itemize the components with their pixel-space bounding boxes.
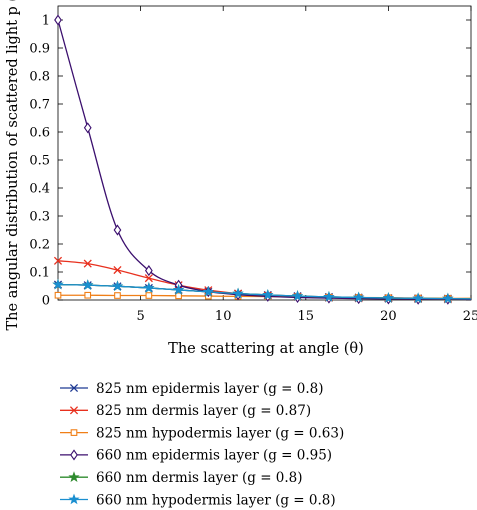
- data-point: [175, 292, 182, 300]
- series-6: [52, 278, 472, 304]
- data-point: [291, 290, 304, 301]
- legend-item: 825 nm epidermis layer (g = 0.8): [60, 381, 323, 397]
- y-tick-label: 0.6: [29, 126, 50, 141]
- x-tick-label: 10: [215, 309, 232, 324]
- data-point: [113, 265, 122, 275]
- y-tick-label: 0.1: [29, 266, 50, 281]
- data-point: [232, 287, 244, 299]
- legend-item: 660 nm hypodermis layer (g = 0.8): [60, 492, 336, 508]
- y-tick-label: 0: [42, 294, 50, 309]
- series-line: [57, 19, 472, 301]
- legend-item: 825 nm dermis layer (g = 0.87): [60, 403, 311, 419]
- data-point: [84, 291, 92, 299]
- data-point: [442, 292, 454, 304]
- data-point: [52, 278, 64, 290]
- y-tick-label: 0.8: [29, 70, 50, 85]
- y-tick-label: 0.9: [29, 42, 50, 57]
- plot-frame: [57, 5, 472, 301]
- data-point: [143, 282, 155, 293]
- legend-marker: [68, 471, 80, 482]
- x-tick-label: 15: [298, 309, 315, 324]
- data-point: [54, 291, 62, 299]
- data-point: [323, 291, 335, 302]
- y-tick-label: 0.5: [29, 154, 50, 169]
- data-point: [111, 280, 124, 292]
- legend-marker: [70, 449, 78, 461]
- data-point: [172, 284, 185, 295]
- legend: 825 nm epidermis layer (g = 0.8) 825 nm d…: [60, 381, 344, 508]
- legend-label: 660 nm dermis layer (g = 0.8): [96, 470, 303, 486]
- data-point: [382, 292, 395, 303]
- legend-marker: [68, 493, 80, 505]
- data-point: [114, 292, 121, 299]
- y-tick-label: 0.2: [29, 238, 50, 253]
- y-axis-label-group: The angular distribution of scattered li…: [5, 0, 21, 330]
- x-tick-label: 25: [463, 309, 477, 324]
- legend-item: 660 nm dermis layer (g = 0.8): [60, 470, 303, 486]
- legend-label: 825 nm dermis layer (g = 0.87): [96, 403, 311, 419]
- y-axis-label: The angular distribution of scattered li…: [5, 0, 21, 330]
- legend-label: 825 nm hypodermis layer (g = 0.63): [96, 425, 344, 441]
- data-point: [83, 259, 92, 268]
- y-tick-label: 1: [42, 14, 50, 29]
- legend-item: 825 nm hypodermis layer (g = 0.63): [60, 425, 344, 441]
- data-point: [144, 274, 153, 283]
- plot-area: 00.10.20.30.40.50.60.70.80.915 10 15 20 25: [29, 5, 477, 324]
- y-tick-label: 0.3: [29, 210, 50, 225]
- legend-item: 660 nm epidermis layer (g = 0.95): [60, 448, 332, 464]
- legend-label: 660 nm epidermis layer (g = 0.95): [96, 448, 332, 464]
- data-point: [353, 291, 365, 303]
- x-axis-label: The scattering at angle (θ): [168, 341, 364, 357]
- x-tick-label: 5: [136, 309, 144, 324]
- legend-marker: [69, 383, 79, 393]
- legend-marker: [70, 429, 78, 436]
- data-point: [262, 289, 274, 300]
- x-tick-label: 20: [380, 309, 397, 324]
- series-4: [54, 14, 472, 305]
- data-point: [83, 122, 92, 134]
- y-tick-label: 0.7: [29, 98, 50, 113]
- data-point: [412, 292, 424, 304]
- legend-label: 825 nm epidermis layer (g = 0.8): [96, 381, 323, 397]
- data-point: [202, 285, 214, 297]
- data-point: [144, 265, 153, 277]
- legend-label: 660 nm hypodermis layer (g = 0.8): [96, 492, 336, 508]
- data-point: [82, 279, 94, 290]
- y-tick-label: 0.4: [29, 182, 50, 197]
- data-point: [54, 14, 62, 26]
- data-point: [113, 224, 122, 236]
- legend-marker: [69, 406, 79, 415]
- data-point: [145, 292, 153, 299]
- data-point: [53, 256, 63, 265]
